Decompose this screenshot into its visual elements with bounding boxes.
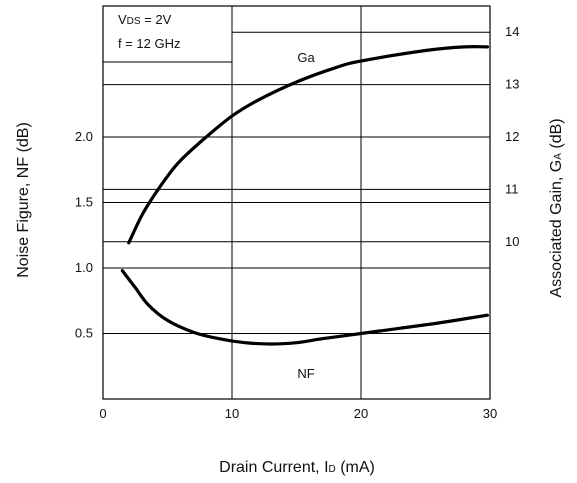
grid-lines	[103, 6, 490, 399]
y-right-tick-label: 10	[505, 234, 519, 249]
y-left-axis-title: Noise Figure, NF (dB)	[15, 122, 32, 278]
y-left-tick-label: 1.0	[75, 260, 93, 275]
y-left-tick-label: 2.0	[75, 129, 93, 144]
x-tick-label: 0	[99, 406, 106, 421]
plot-frame	[102, 5, 491, 400]
x-tick-label: 10	[225, 406, 239, 421]
series-layer: Ga NF	[120, 45, 489, 381]
y-left-tick-label: 0.5	[75, 326, 93, 341]
series-line-ga	[127, 45, 489, 245]
condition-vds: VDS = 2V	[118, 12, 172, 27]
y-right-tick-label: 13	[505, 77, 519, 92]
y-left-tick-label: 1.5	[75, 195, 93, 210]
y-right-axis-title: Associated Gain, GA (dB)	[548, 118, 565, 297]
x-axis-title: Drain Current, ID (mA)	[219, 459, 375, 476]
x-tick-label: 30	[483, 406, 497, 421]
y-right-tick-label: 12	[505, 129, 519, 144]
condition-frequency: f = 12 GHz	[118, 36, 181, 51]
y-right-tick-label: 14	[505, 24, 519, 39]
series-label-nf: NF	[297, 366, 314, 381]
tick-labels: 0 10 20 30 0.5 1.0 1.5 2.0 10 11 12 13 14	[75, 24, 520, 421]
series-label-ga: Ga	[297, 50, 315, 65]
y-right-tick-label: 11	[505, 181, 519, 196]
x-tick-label: 20	[354, 406, 368, 421]
series-line-nf	[120, 269, 489, 346]
